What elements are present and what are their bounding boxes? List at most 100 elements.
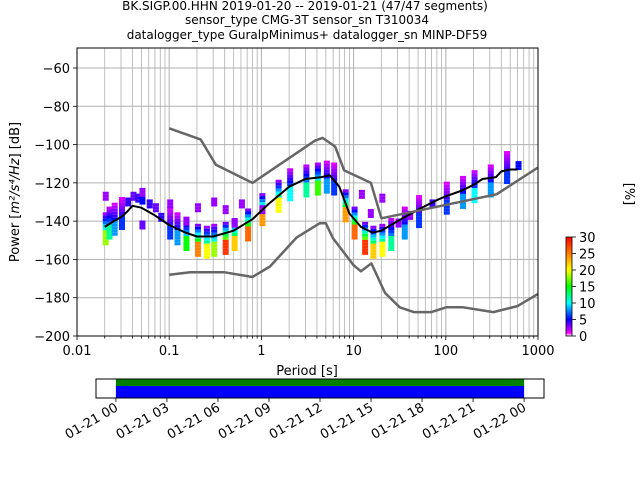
histogram-cell [323,181,330,185]
histogram-cell [370,243,377,247]
histogram-cell [314,186,321,190]
histogram-cell [174,212,181,216]
histogram-cell [139,220,146,224]
histogram-cell [504,166,511,170]
histogram-cell [401,221,408,225]
histogram-cell [259,220,266,224]
histogram-cell [362,251,369,255]
histogram-cell [203,228,210,232]
histogram-cell [416,219,423,223]
histogram-cell [471,173,478,177]
histogram-cell [303,167,310,171]
histogram-cell [231,248,238,252]
histogram-cell [287,198,294,202]
histogram-cell [231,233,238,237]
histogram-cell [388,236,395,240]
histogram-cell [388,239,395,243]
y-tick-label: −120 [34,177,70,192]
histogram-cell [174,239,181,243]
histogram-cell [460,178,467,182]
histogram-cell [183,233,190,237]
histogram-cell [388,248,395,252]
histogram-cell [362,233,369,237]
histogram-cell [203,231,210,235]
histogram-cell [211,203,218,207]
histogram-cell [111,211,118,215]
histogram-cell [222,224,229,228]
histogram-cell [323,175,330,179]
histogram-cell [287,183,294,187]
chart-title: BK.SIGP.00.HHN 2019-01-20 -- 2019-01-21 … [122,0,488,42]
colorbar-tick-label: 20 [579,264,596,279]
histogram-cell [358,192,365,196]
histogram-cell [351,230,358,234]
timeline-tick-label: 01-21 03 [114,400,172,442]
histogram-cell [118,208,125,212]
histogram-cell [275,200,282,204]
histogram-cell [139,187,146,191]
histogram-cell [111,226,118,230]
histogram-cell [401,209,408,213]
histogram-cell [231,218,238,222]
histogram-cell [245,232,252,236]
histogram-cell [379,196,386,200]
histogram-cell [367,208,374,212]
histogram-cell [401,233,408,237]
histogram-cell [102,233,109,237]
histogram-cell [416,201,423,205]
histogram-cell [401,236,408,240]
histogram-cell [342,192,349,196]
histogram-cell [139,195,146,199]
histogram-cell [416,195,423,199]
histogram-cell [152,209,159,213]
histogram-cell [303,173,310,177]
histogram-cell [287,174,294,178]
histogram-cell [362,239,369,243]
histogram-cell [106,227,113,231]
histogram-cell [287,195,294,199]
histogram-cell [443,205,450,209]
histogram-cell [303,164,310,168]
histogram-cell [211,229,218,233]
histogram-cell [203,252,210,256]
histogram-cell [102,218,109,222]
histogram-cell [342,195,349,199]
histogram-cell [362,236,369,240]
histogram-cell [106,215,113,219]
histogram-cell [460,190,467,194]
histogram-cell [342,216,349,220]
histogram-cell [416,222,423,226]
histogram-cell [460,196,467,200]
timeline-bars [115,379,525,398]
histogram-cell [211,250,218,254]
histogram-cell [238,205,245,209]
plot-frame [76,47,539,337]
histogram-cell [471,200,478,204]
histogram-cell [275,179,282,183]
timeline-tick-label: 01-21 09 [216,400,274,442]
histogram-cell [342,198,349,202]
histogram-cell [443,184,450,188]
histogram-cell [504,172,511,176]
histogram-cell [460,184,467,188]
histogram-cell [222,239,229,243]
histogram-cell [303,179,310,183]
histogram-cell [370,246,377,250]
colorbar-tick-label: 10 [579,297,596,312]
histogram-cell [379,250,386,254]
histogram-cell [211,253,218,257]
histogram-cell [222,221,229,225]
histogram-cell [211,223,218,227]
histogram-cell [379,253,386,257]
histogram-cell [351,227,358,231]
histogram-cell [370,234,377,238]
histogram-cell [139,198,146,202]
histogram-cell [106,212,113,216]
histogram-cell [351,233,358,237]
histogram-cell [331,162,338,166]
histogram-cell [342,219,349,223]
